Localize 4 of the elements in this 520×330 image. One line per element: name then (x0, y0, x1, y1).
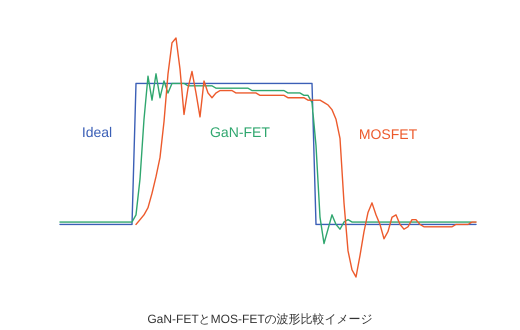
text: GaN-FETとMOS-FETの波形比較イメージ (147, 312, 373, 326)
series-label: Ideal (82, 124, 112, 140)
series-label: MOSFET (358, 126, 418, 142)
text: GaN-FET (210, 124, 270, 140)
